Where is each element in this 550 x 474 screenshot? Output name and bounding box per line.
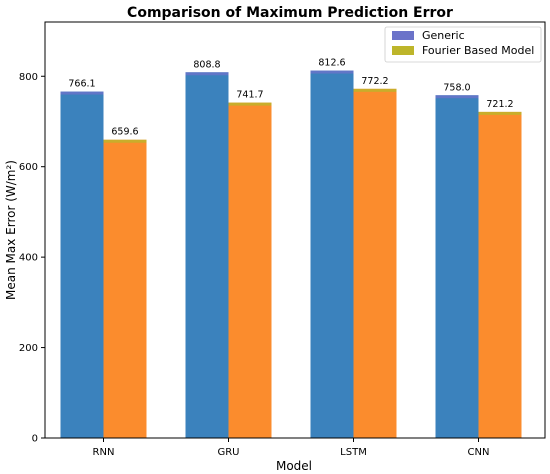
bar-top-edge-cnn-fourier-based-model (478, 111, 522, 115)
y-tick-label-800: 800 (19, 72, 38, 83)
y-tick-label-600: 600 (19, 162, 38, 173)
x-tick-label-rnn: RNN (93, 447, 115, 458)
legend-swatch-generic (392, 31, 414, 40)
data-label-gru-generic: 808.8 (193, 59, 220, 70)
bar-top-edge-gru-fourier-based-model (228, 102, 272, 106)
plot-frame (44, 21, 546, 439)
value-labels-layer: 766.1 659.6 808.8 741.7 812.6 772.2 758.0 721.2 (68, 58, 513, 138)
data-label-lstm-fourier-based-model: 772.2 (361, 76, 388, 87)
bar-gru-fourier-based-model (228, 102, 272, 438)
bar-top-edge-rnn-generic (60, 91, 104, 95)
legend-label-generic: Generic (422, 29, 465, 42)
y-tick-label-0: 0 (32, 434, 38, 445)
data-label-lstm-generic: 812.6 (318, 58, 345, 69)
bar-rnn-fourier-based-model (103, 139, 147, 438)
data-label-cnn-generic: 758.0 (443, 82, 470, 93)
x-tick-label-cnn: CNN (468, 447, 490, 458)
bar-top-edge-rnn-fourier-based-model (103, 139, 147, 143)
bar-cnn-generic (435, 95, 479, 439)
data-label-cnn-fourier-based-model: 721.2 (486, 99, 513, 110)
bar-rnn-generic (60, 91, 104, 438)
data-label-gru-fourier-based-model: 741.7 (236, 90, 263, 101)
data-label-rnn-fourier-based-model: 659.6 (111, 127, 138, 138)
y-axis-label: Mean Max Error (W/m²) (4, 160, 18, 300)
bar-gru-generic (185, 72, 229, 438)
legend-swatch-fourier (392, 46, 414, 55)
y-tick-label-200: 200 (19, 343, 38, 354)
legend-box (384, 26, 542, 63)
x-tick-label-gru: GRU (217, 447, 239, 458)
bar-lstm-generic (310, 70, 354, 438)
bar-lstm-fourier-based-model (353, 88, 397, 439)
chart-title: Comparison of Maximum Prediction Error (127, 5, 453, 21)
bar-top-edge-lstm-fourier-based-model (353, 88, 397, 92)
legend: Generic Fourier Based Model (384, 26, 542, 63)
x-tick-label-lstm: LSTM (340, 447, 367, 458)
x-axis: RNN GRU LSTM CNN (93, 438, 490, 458)
y-tick-label-400: 400 (19, 253, 38, 264)
x-axis-label: Model (276, 459, 312, 473)
data-label-rnn-generic: 766.1 (68, 79, 95, 90)
bars-layer (60, 70, 522, 439)
bar-top-edge-gru-generic (185, 72, 229, 76)
y-axis: 0 200 400 600 800 (19, 72, 45, 445)
bar-top-edge-lstm-generic (310, 70, 354, 74)
legend-label-fourier: Fourier Based Model (422, 44, 534, 57)
bar-cnn-fourier-based-model (478, 111, 522, 438)
bar-top-edge-cnn-generic (435, 95, 479, 99)
